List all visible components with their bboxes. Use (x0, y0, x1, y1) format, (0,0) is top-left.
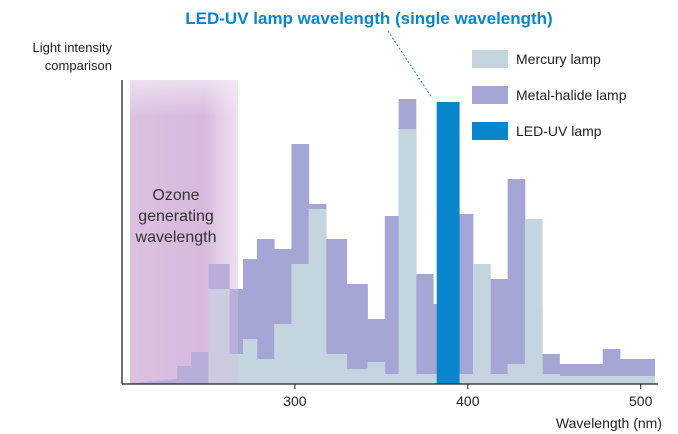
metal-halide-lamp-bar-17 (459, 214, 474, 384)
legend-label-2: LED-UV lamp (516, 123, 602, 139)
x-tick-label-500: 500 (629, 393, 653, 409)
metal-halide-lamp-bar-12 (384, 216, 399, 384)
y-axis-label-line2: comparison (45, 58, 112, 73)
metal-halide-lamp-bar-0 (177, 366, 192, 384)
x-ticks-layer: 300 400 500 (283, 384, 653, 409)
chart-title: LED-UV lamp wavelength (single wavelengt… (185, 9, 552, 28)
mercury-lamp-bar-8 (346, 369, 368, 384)
metal-halide-lamp-bar-19 (490, 279, 508, 384)
ozone-label-line1: Ozone (152, 187, 199, 204)
legend: Mercury lamp Metal-halide lamp LED-UV lamp (472, 50, 627, 140)
mercury-lamp-bar-11 (398, 129, 417, 384)
mercury-lamp-bar-5 (291, 264, 310, 384)
mercury-lamp-bar-19 (524, 219, 543, 384)
mercury-lamp-bar-12 (415, 374, 434, 384)
legend-label-1: Metal-halide lamp (516, 87, 627, 103)
metal-halide-lamp-bar-20 (507, 179, 526, 384)
mercury-lamp-bar-4 (274, 324, 292, 384)
metal-halide-lamp-bar-5 (256, 239, 275, 384)
mercury-lamp-bar-15 (459, 374, 474, 384)
legend-swatch-2 (472, 122, 508, 140)
mercury-lamp-bar-10 (384, 374, 399, 384)
metal-halide-lamp-bar-9 (326, 239, 348, 384)
mercury-lamp-bar-1 (229, 354, 244, 384)
metal-halide-lamp-bar-1 (191, 352, 209, 384)
bars-layer (122, 99, 655, 384)
mercury-lamp-bar-16 (473, 264, 491, 384)
title-callout-line (387, 30, 433, 99)
legend-swatch-0 (472, 50, 508, 68)
y-axis-label-line1: Light intensity (33, 40, 113, 55)
mercury-lamp-bar-0 (208, 289, 230, 384)
ozone-zone-overlay (130, 80, 238, 384)
mercury-lamp-bar-7 (326, 354, 348, 384)
mercury-lamp-bar-3 (256, 359, 275, 384)
mercury-lamp-bar-18 (507, 364, 526, 384)
metal-halide-lamp-bar-10 (346, 284, 368, 384)
mercury-lamp-bar-6 (308, 209, 327, 384)
metal-halide-lamp-bar-24 (602, 349, 621, 384)
x-tick-label-300: 300 (283, 393, 307, 409)
mercury-lamp-bar-22 (602, 376, 655, 384)
mercury-lamp-bar-20 (542, 374, 560, 384)
mercury-lamp-bar-17 (490, 374, 508, 384)
metal-halide-lamp-tail (122, 379, 178, 384)
ozone-label-line3: wavelength (135, 229, 217, 246)
ozone-label-line2: generating (138, 208, 214, 225)
legend-label-0: Mercury lamp (516, 51, 601, 67)
mercury-lamp-bar-2 (243, 339, 258, 384)
mercury-lamp-bar-21 (559, 376, 603, 384)
led-uv-lamp-bar-0 (436, 102, 460, 384)
legend-swatch-1 (472, 86, 508, 104)
metal-halide-lamp-bar-14 (415, 274, 434, 384)
x-axis-label: Wavelength (nm) (556, 415, 662, 431)
x-tick-label-400: 400 (456, 393, 480, 409)
mercury-lamp-bar-9 (367, 362, 386, 384)
